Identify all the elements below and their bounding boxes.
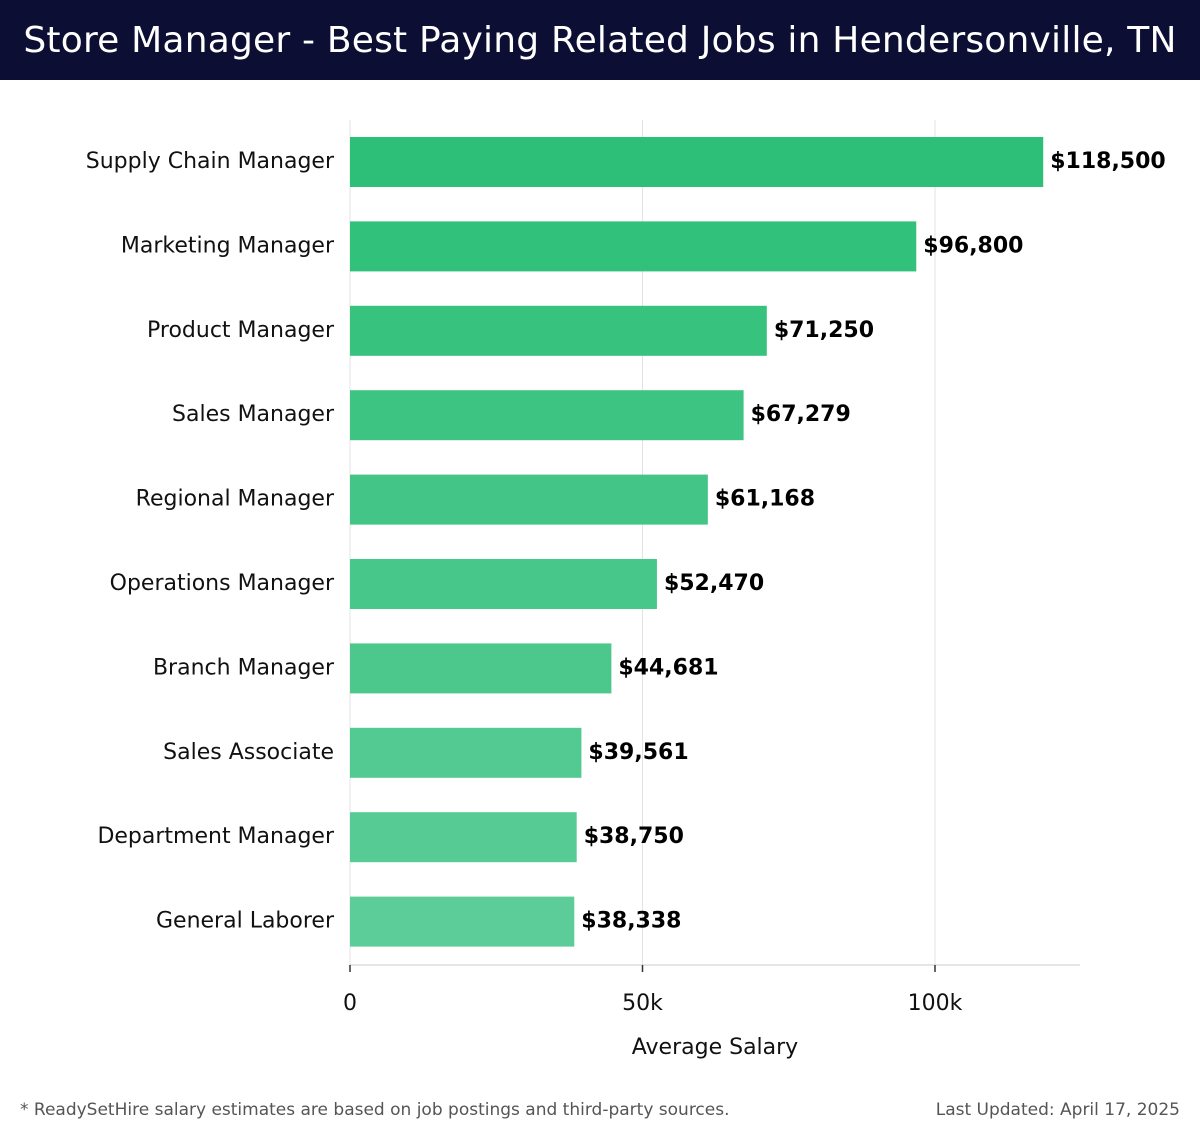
chart-title: Store Manager - Best Paying Related Jobs… — [23, 19, 1177, 61]
category-label: Sales Manager — [172, 402, 335, 427]
category-label: Branch Manager — [153, 655, 335, 680]
last-updated: Last Updated: April 17, 2025 — [935, 1100, 1180, 1120]
category-label: Regional Manager — [136, 487, 335, 512]
category-label: Department Manager — [97, 824, 335, 849]
x-tick-label: 50k — [622, 991, 663, 1016]
bar — [350, 305, 767, 356]
x-tick-label: 0 — [343, 991, 357, 1016]
value-label: $38,750 — [584, 824, 684, 849]
title-banner: Store Manager - Best Paying Related Jobs… — [0, 0, 1200, 80]
value-label: $38,338 — [581, 909, 681, 934]
bar — [350, 221, 917, 272]
category-label: Supply Chain Manager — [86, 149, 335, 174]
bar — [350, 727, 582, 778]
value-label: $71,250 — [774, 318, 874, 343]
category-label: General Laborer — [156, 909, 335, 934]
category-label: Product Manager — [147, 318, 335, 343]
value-label: $118,500 — [1050, 149, 1166, 174]
bar — [350, 474, 708, 525]
bar-chart: Supply Chain Manager $118,500 Marketing Ma… — [86, 120, 1166, 1060]
value-label: $96,800 — [923, 233, 1023, 258]
category-label: Operations Manager — [110, 571, 335, 596]
value-label: $39,561 — [588, 740, 688, 765]
bar — [350, 137, 1044, 187]
value-label: $52,470 — [664, 571, 764, 596]
value-label: $67,279 — [751, 402, 851, 427]
bar — [350, 390, 744, 441]
bar — [350, 812, 577, 863]
bar — [350, 643, 612, 694]
source-note: * ReadySetHire salary estimates are base… — [20, 1100, 730, 1120]
value-label: $61,168 — [715, 487, 815, 512]
bar — [350, 896, 575, 947]
bar — [350, 559, 657, 609]
category-label: Marketing Manager — [121, 233, 335, 258]
x-tick-label: 100k — [908, 991, 963, 1016]
category-label: Sales Associate — [163, 740, 334, 765]
value-label: $44,681 — [618, 655, 718, 680]
x-axis-title: Average Salary — [632, 1035, 798, 1060]
